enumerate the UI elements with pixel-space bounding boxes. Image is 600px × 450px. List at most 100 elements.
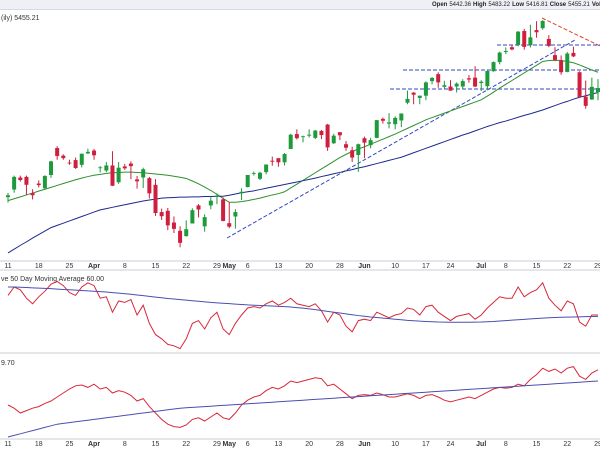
- candle-body: [454, 83, 459, 87]
- candle-body: [393, 117, 398, 125]
- candle-body: [67, 162, 72, 164]
- candle-body: [485, 70, 490, 87]
- x-tick-label: 10: [391, 263, 399, 270]
- candle-body: [73, 160, 78, 168]
- candle-body: [257, 172, 262, 179]
- candle-body: [276, 158, 281, 163]
- candle-body: [301, 136, 305, 138]
- candle-body: [522, 31, 527, 47]
- candle-body: [214, 195, 219, 197]
- candle-body: [473, 77, 478, 87]
- candle-body: [147, 178, 152, 194]
- candle-body: [448, 86, 453, 91]
- x-tick-label: 24: [447, 263, 455, 270]
- x-tick-label: 17: [422, 263, 430, 270]
- candle-body: [374, 120, 379, 138]
- candle-body: [319, 130, 324, 136]
- candle-body: [368, 140, 373, 146]
- candle-body: [196, 205, 201, 210]
- panel-title: (ily) 5455.21: [1, 15, 40, 22]
- candle-body: [239, 191, 244, 194]
- candle-body: [85, 151, 90, 154]
- candle-body: [128, 163, 133, 167]
- x-tick-label: Jun: [358, 263, 370, 270]
- candle-body: [122, 166, 127, 169]
- candle-body: [436, 74, 441, 83]
- indicator-line: [7, 366, 599, 428]
- x-tick-label: 11: [4, 441, 11, 448]
- candle-body: [61, 155, 66, 159]
- candle-body: [202, 217, 207, 227]
- trendline: [226, 39, 576, 239]
- candle-body: [245, 174, 250, 188]
- x-tick-label: 8: [504, 263, 508, 270]
- candle-body: [135, 179, 140, 182]
- candle-body: [430, 77, 435, 82]
- candle-body: [362, 138, 367, 143]
- panel-title: 9.70: [1, 360, 15, 367]
- candle-body: [559, 60, 564, 73]
- x-tick-label: 8: [123, 441, 127, 448]
- candle-body: [159, 212, 164, 217]
- candle-body: [313, 130, 318, 138]
- candle-body: [491, 62, 496, 72]
- x-tick-label: 10: [391, 441, 399, 448]
- candle-body: [288, 134, 293, 149]
- candle-body: [171, 222, 176, 229]
- x-tick-label: Apr: [88, 263, 100, 270]
- x-tick-label: Jun: [358, 441, 370, 448]
- candle-body: [79, 153, 84, 165]
- x-tick-label: 25: [66, 441, 74, 448]
- candle-body: [165, 210, 170, 226]
- x-tick-label: 20: [305, 263, 313, 270]
- candle-body: [264, 164, 269, 173]
- quote-label: Open: [432, 2, 448, 8]
- x-tick-label: May: [222, 441, 236, 448]
- quote-label: Low: [512, 2, 525, 8]
- candle-body: [12, 176, 17, 190]
- x-tick-label: 18: [35, 441, 43, 448]
- candle-body: [516, 31, 521, 45]
- candle-body: [589, 86, 594, 100]
- candle-body: [153, 184, 158, 214]
- candle-body: [178, 230, 183, 243]
- candle-body: [98, 167, 103, 169]
- x-tick-label: 17: [422, 441, 430, 448]
- x-tick-label: 6: [246, 263, 250, 270]
- candle-body: [583, 96, 588, 106]
- x-tick-label: 11: [4, 263, 11, 270]
- candle-body: [92, 150, 97, 156]
- candle-body: [294, 134, 299, 139]
- x-tick-label: 22: [182, 263, 190, 270]
- x-tick-label: 15: [533, 263, 541, 270]
- candle-body: [344, 144, 349, 148]
- candle-body: [325, 124, 330, 148]
- x-tick-label: Jul: [476, 441, 486, 448]
- candle-body: [423, 82, 428, 96]
- quote-value: 5416.81: [526, 2, 548, 8]
- candle-body: [479, 81, 484, 84]
- quote-bar: Open 5442.36 High 5483.22 Low 5416.81 Close 545…: [0, 0, 600, 10]
- candle-body: [55, 148, 60, 156]
- candle-body: [190, 210, 195, 224]
- candle-body: [546, 38, 551, 46]
- candle-body: [528, 37, 533, 46]
- candle-body: [565, 53, 570, 72]
- x-tick-label: 15: [533, 441, 541, 448]
- candle-body: [24, 176, 29, 185]
- candle-body: [42, 175, 47, 189]
- x-tick-label: 13: [275, 441, 283, 448]
- x-tick-label: Jul: [476, 263, 486, 270]
- candle-body: [577, 72, 582, 97]
- x-tick-label: 18: [35, 263, 43, 270]
- candle-body: [307, 134, 312, 136]
- quote-value: 5455.21: [568, 2, 590, 8]
- candle-body: [466, 78, 471, 80]
- candle-body: [509, 47, 514, 50]
- candle-body: [227, 223, 232, 227]
- candle-body: [387, 122, 392, 124]
- candle-body: [596, 88, 600, 93]
- x-tick-label: 20: [305, 441, 313, 448]
- x-tick-label: 29: [594, 263, 600, 270]
